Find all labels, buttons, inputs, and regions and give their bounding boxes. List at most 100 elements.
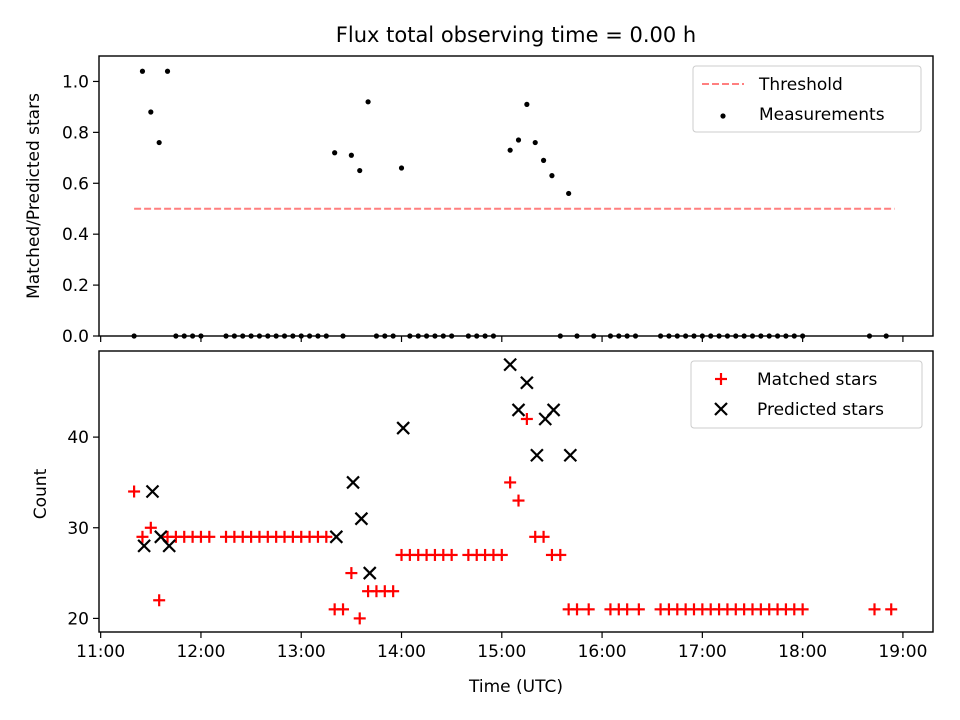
predicted-point [520, 375, 534, 390]
predicted-point-b [346, 475, 360, 490]
matched-point [582, 603, 595, 616]
ratio-y-ticks: 0.0 0.2 0.4 0.6 0.8 1.0 [62, 72, 99, 347]
measurement-point [549, 173, 555, 179]
matched-point [203, 530, 216, 543]
matched-point [504, 476, 517, 489]
count-y-ticks: 20 30 40 [67, 428, 99, 629]
ratio-legend: Threshold Measurements [692, 65, 922, 133]
predicted-point [346, 475, 360, 490]
x-tick-label: 15:00 [477, 642, 526, 662]
measurement-point [699, 333, 705, 339]
predicted-point [511, 403, 526, 417]
legend-matched-label: Matched stars [757, 370, 877, 390]
measurement-point [423, 333, 430, 339]
measurement-point [524, 101, 530, 107]
measurement-point [574, 333, 580, 339]
predicted-point-b [563, 448, 578, 463]
measurement-point [791, 333, 797, 339]
legend-predicted-swatch [714, 402, 728, 416]
measurement-point [306, 333, 313, 339]
x-tick-label: 17:00 [678, 642, 727, 662]
measurement-point [741, 333, 747, 339]
measurement-point [332, 150, 338, 156]
measurement-point [198, 333, 204, 339]
measurement-point [164, 68, 171, 74]
measurement-point [866, 333, 873, 339]
predicted-point-b [354, 511, 369, 526]
matched-point [337, 603, 350, 616]
matched-point [537, 530, 550, 543]
measurement-point [357, 167, 363, 174]
x-axis-label: Time (UTC) [468, 677, 563, 697]
measurement-point [231, 333, 237, 339]
y-tick-label: 0.8 [62, 123, 89, 143]
measurement-point [783, 333, 789, 339]
measurement-point [281, 333, 288, 339]
matched-point [320, 530, 333, 543]
count-legend: Matched stars Predicted stars [690, 360, 923, 429]
y-tick-label: 0.2 [62, 276, 89, 296]
measurement-point [323, 333, 329, 339]
predicted-point [362, 566, 377, 580]
measurement-point [800, 333, 806, 339]
legend-predicted-label: Predicted stars [757, 400, 884, 420]
predicted-point-b [362, 566, 377, 580]
y-tick-label: 0.4 [62, 225, 89, 245]
measurement-point [373, 333, 380, 339]
y-tick-label: 0.6 [62, 174, 89, 194]
predicted-point-b [511, 403, 526, 417]
chart-title: Flux total observing time = 0.00 h [336, 23, 696, 47]
measurement-point [566, 190, 572, 197]
measurement-point [507, 147, 513, 153]
measurement-point [749, 333, 756, 339]
count-y-axis-label: Count [31, 468, 51, 519]
ratio-y-axis-label: Matched/Predicted stars [24, 93, 44, 299]
measurement-point [432, 333, 438, 339]
measurement-point [139, 68, 146, 74]
measurement-points [131, 68, 889, 339]
measurement-point [181, 333, 187, 339]
x-tick-label: 16:00 [578, 642, 627, 662]
ratio-plot-frame [98, 55, 934, 337]
measurement-point [733, 333, 739, 339]
measurement-point [256, 333, 263, 339]
count-plot-frame [98, 350, 934, 633]
predicted-point-b [503, 357, 517, 372]
matched-point [796, 603, 809, 616]
measurement-point [148, 109, 154, 115]
measurement-point [131, 333, 137, 339]
predicted-points [137, 357, 578, 580]
matched-point [520, 412, 533, 425]
predicted-point-b [396, 421, 410, 435]
measurement-point [708, 333, 714, 339]
matched-point [512, 494, 525, 507]
measurement-point [540, 157, 547, 163]
measurement-point [758, 333, 764, 339]
measurement-point [173, 333, 179, 339]
predicted-point [329, 530, 344, 544]
predicted-point [546, 403, 561, 417]
measurement-point [382, 333, 388, 339]
measurement-point [340, 333, 346, 339]
predicted-point-b [154, 530, 168, 544]
matched-point [136, 530, 149, 543]
predicted-point [503, 357, 517, 372]
predicted-point [530, 448, 544, 463]
y-tick-label: 30 [67, 519, 89, 539]
matched-point [445, 548, 458, 561]
measurement-point [632, 333, 639, 339]
measurement-point [657, 333, 664, 339]
measurement-point [315, 333, 321, 339]
predicted-point-b [530, 448, 544, 463]
matched-point [571, 603, 584, 616]
measurement-point [407, 333, 413, 339]
predicted-point [162, 539, 176, 553]
measurement-point [724, 333, 731, 339]
predicted-point-b [520, 375, 534, 390]
predicted-point [563, 448, 578, 463]
measurement-point [666, 333, 672, 339]
matched-point [353, 612, 366, 625]
measurement-point [240, 333, 246, 339]
legend-measurement-swatch [720, 113, 726, 119]
measurement-point [490, 333, 497, 339]
